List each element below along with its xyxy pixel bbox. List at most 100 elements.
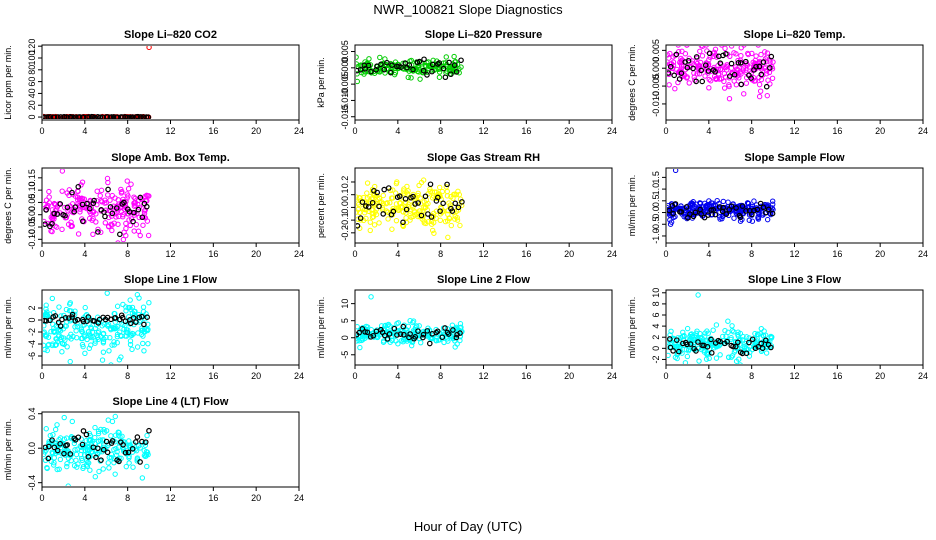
reference-point xyxy=(434,328,441,335)
reference-point xyxy=(138,114,144,119)
data-point xyxy=(85,447,91,453)
data-point xyxy=(125,193,131,199)
data-point xyxy=(707,339,714,345)
data-point xyxy=(97,192,103,199)
data-point xyxy=(417,76,423,82)
data-point xyxy=(124,178,130,184)
data-point xyxy=(705,61,712,67)
data-point xyxy=(91,209,97,215)
data-point xyxy=(44,312,51,318)
points-group xyxy=(43,169,152,242)
reference-point xyxy=(708,207,715,213)
data-point xyxy=(72,447,78,453)
data-point xyxy=(141,208,148,214)
data-point xyxy=(108,455,114,461)
reference-point xyxy=(69,311,76,318)
data-point xyxy=(116,213,122,220)
reference-point xyxy=(693,78,699,85)
reference-point xyxy=(420,67,427,74)
y-tick-label: 4 xyxy=(651,324,661,329)
data-point xyxy=(356,209,360,215)
data-point xyxy=(764,216,771,223)
reference-point xyxy=(365,62,372,69)
panel-1: Slope Li–820 CO2 Licor ppm per min. 0 4 8 12 1… xyxy=(3,29,304,136)
data-point xyxy=(720,333,726,340)
reference-point xyxy=(673,337,680,343)
data-point xyxy=(667,344,671,350)
data-point xyxy=(106,465,112,471)
data-point xyxy=(675,46,681,48)
reference-point xyxy=(103,438,110,445)
reference-point xyxy=(420,331,427,338)
data-point xyxy=(389,226,395,232)
figure-title: NWR_100821 Slope Diagnostics xyxy=(373,2,563,17)
x-tick-label: 24 xyxy=(294,493,304,503)
data-point xyxy=(52,342,59,348)
data-point xyxy=(683,347,690,353)
data-point xyxy=(106,348,112,354)
data-point xyxy=(356,71,360,77)
reference-point xyxy=(730,343,736,350)
y-tick-label: 20 xyxy=(27,100,37,110)
reference-point xyxy=(378,61,384,68)
reference-point xyxy=(136,314,143,321)
y-tick-label: 1.5 xyxy=(651,171,661,184)
data-point xyxy=(127,297,133,303)
data-point xyxy=(746,217,752,223)
reference-point xyxy=(412,201,418,207)
y-tick-label: -0.5 xyxy=(651,216,661,232)
reference-point xyxy=(86,205,93,212)
reference-point xyxy=(671,72,678,79)
data-point xyxy=(114,449,120,455)
data-point xyxy=(383,200,390,207)
reference-point xyxy=(410,193,416,200)
reference-point xyxy=(133,319,139,325)
data-point xyxy=(103,334,109,341)
data-point xyxy=(410,318,417,324)
reference-point xyxy=(459,199,465,205)
reference-point xyxy=(47,317,53,324)
data-point xyxy=(455,188,461,195)
data-point xyxy=(423,63,429,69)
reference-point xyxy=(687,341,694,347)
data-point xyxy=(46,188,52,195)
reference-point xyxy=(363,203,369,209)
data-point xyxy=(376,220,382,226)
reference-point xyxy=(437,208,443,214)
x-tick-label: 24 xyxy=(294,371,304,381)
reference-point xyxy=(104,449,111,456)
data-point xyxy=(135,443,142,449)
data-point xyxy=(130,464,136,470)
reference-point xyxy=(62,315,69,321)
reference-point xyxy=(698,211,704,217)
data-point xyxy=(723,64,730,70)
reference-point xyxy=(143,114,150,119)
y-tick-label: 80 xyxy=(27,65,37,75)
data-point xyxy=(689,60,695,67)
reference-point xyxy=(130,315,137,321)
data-point xyxy=(44,465,50,472)
reference-point xyxy=(369,199,376,206)
data-point xyxy=(745,51,752,58)
data-point xyxy=(403,210,409,216)
data-point xyxy=(112,471,118,477)
reference-point xyxy=(403,206,410,213)
data-point xyxy=(427,186,433,192)
reference-point xyxy=(445,331,452,337)
y-tick-label: 2 xyxy=(651,335,661,340)
data-point xyxy=(47,432,53,439)
x-tick-label: 20 xyxy=(564,371,574,381)
data-point xyxy=(114,333,121,340)
data-point xyxy=(132,446,138,452)
reference-point xyxy=(424,72,430,78)
reference-point xyxy=(105,186,111,193)
data-point xyxy=(725,318,731,324)
data-point xyxy=(708,78,714,84)
data-point xyxy=(357,209,363,216)
reference-point xyxy=(719,208,726,215)
data-point xyxy=(79,341,86,348)
data-point xyxy=(359,69,365,76)
x-tick-label: 12 xyxy=(165,126,175,136)
data-point xyxy=(683,207,689,214)
plot-frame xyxy=(354,167,613,244)
